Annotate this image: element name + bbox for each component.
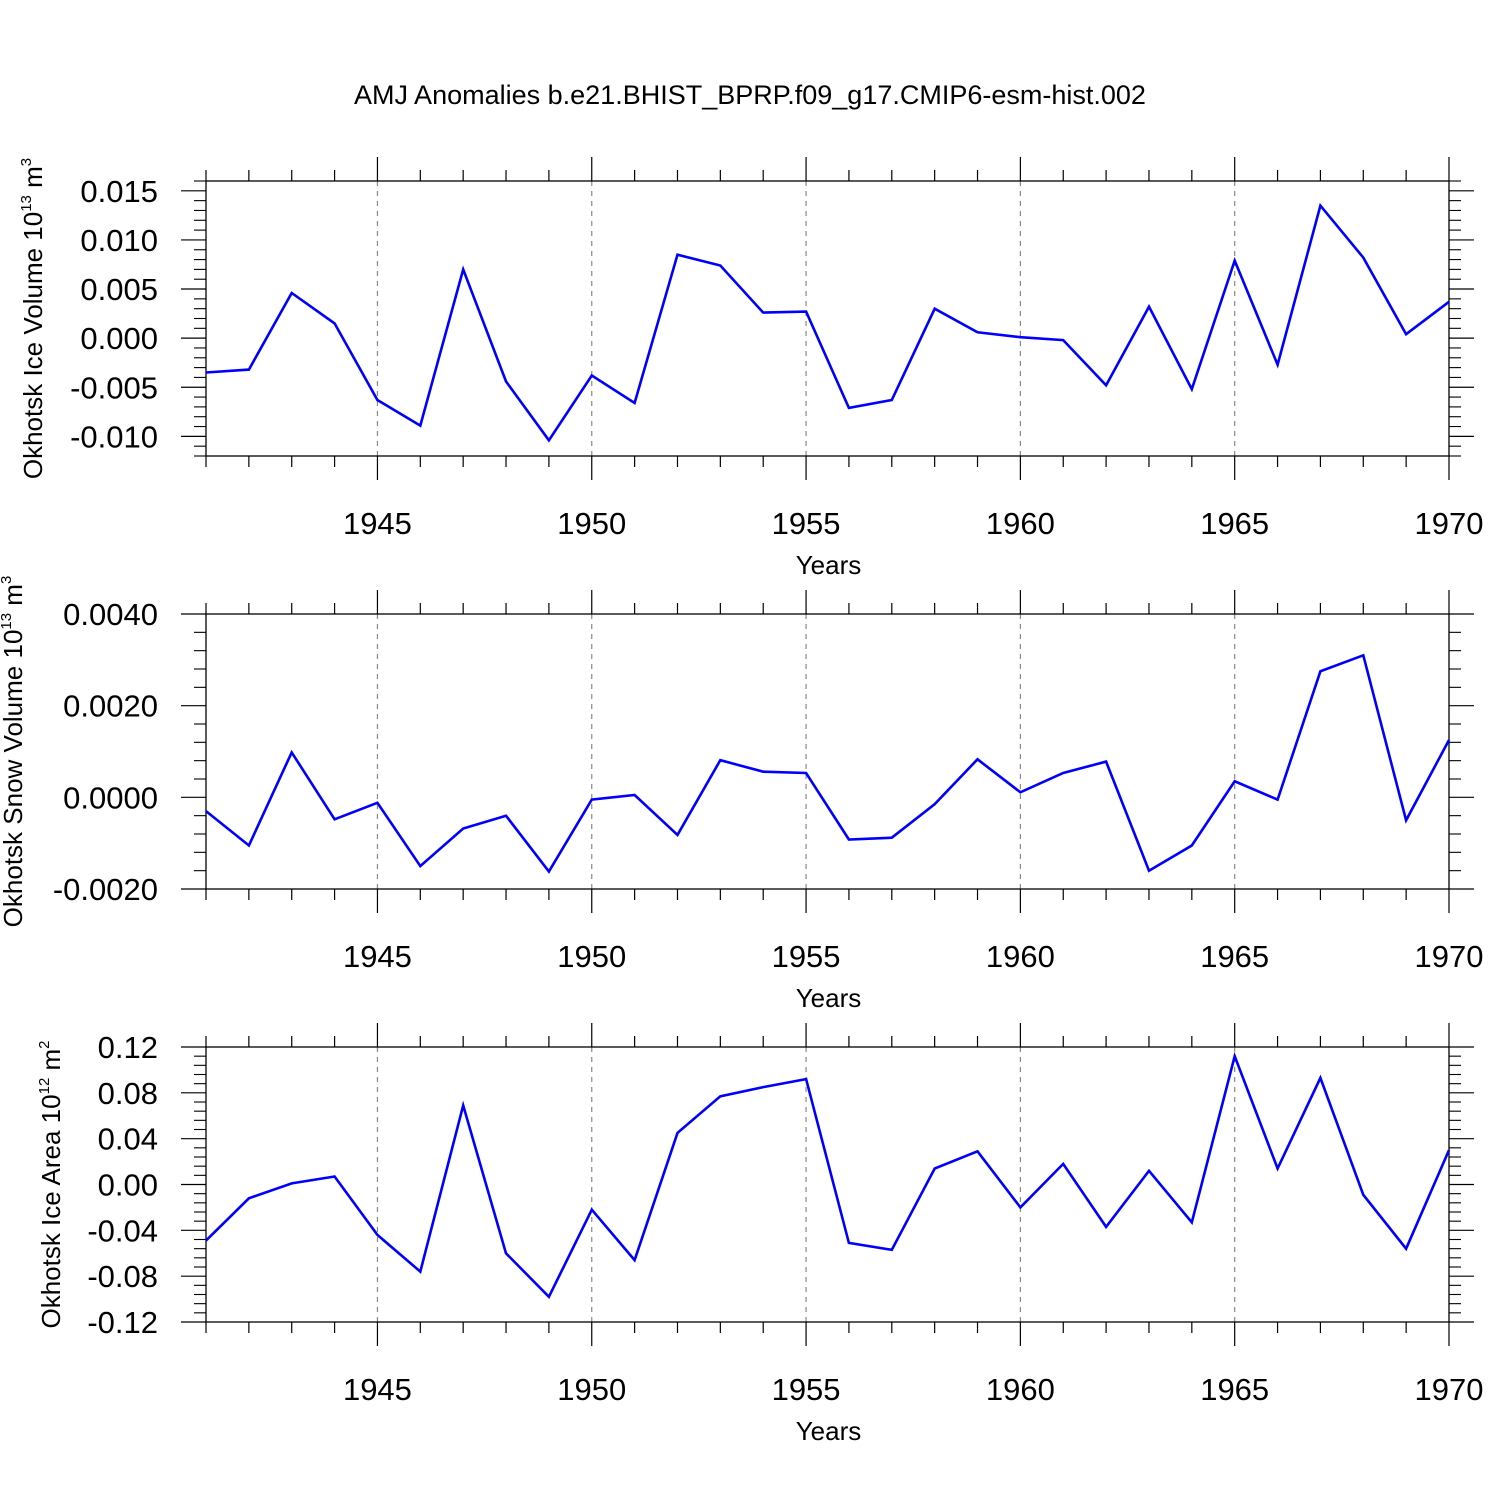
panel-3: -0.12 -0.08 -0.04 0.00 0.04 0.08 0.12 1945 1950 1… <box>36 1023 1483 1446</box>
x-tick-label: 1960 <box>986 1372 1055 1407</box>
x-tick-label: 1945 <box>343 506 412 541</box>
y-tick-label: -0.04 <box>87 1213 158 1248</box>
y-tick-label: -0.0020 <box>53 872 158 907</box>
x-tick-label: 1965 <box>1200 506 1269 541</box>
x-tick-label: 1965 <box>1200 1372 1269 1407</box>
y-axis-title: Okhotsk Ice Volume 1013 m3 <box>18 158 48 479</box>
y-tick-label: 0.015 <box>80 174 158 209</box>
y-tick-label: -0.12 <box>87 1305 158 1340</box>
x-tick-label: 1945 <box>343 939 412 974</box>
y-tick-label: 0.005 <box>80 272 158 307</box>
y-tick-label: 0.010 <box>80 223 158 258</box>
y-tick-label: 0.0020 <box>63 689 158 724</box>
x-tick-label: 1950 <box>557 506 626 541</box>
y-tick-label: -0.08 <box>87 1259 158 1294</box>
y-tick-label: 0.04 <box>98 1122 158 1157</box>
x-tick-label: 1950 <box>557 1372 626 1407</box>
y-tick-label: 0.00 <box>98 1168 158 1203</box>
x-tick-label: 1960 <box>986 939 1055 974</box>
x-axis-title: Years <box>796 550 862 580</box>
x-tick-label: 1955 <box>772 506 841 541</box>
y-tick-label: 0.0040 <box>63 597 158 632</box>
panels: -0.010 -0.005 0.000 0.005 0.010 0.015 1945 1950… <box>0 157 1483 1446</box>
y-axis-title: Okhotsk Ice Area 1012 m2 <box>36 1040 66 1328</box>
y-tick-label: 0.000 <box>80 321 158 356</box>
panel-2: -0.0020 0.0000 0.0020 0.0040 1945 1950 1955 196… <box>0 576 1483 1013</box>
x-tick-label: 1955 <box>772 1372 841 1407</box>
plot-frame <box>205 180 1450 457</box>
figure-title: AMJ Anomalies b.e21.BHIST_BPRP.f09_g17.C… <box>354 80 1146 110</box>
x-tick-label: 1970 <box>1415 506 1484 541</box>
x-tick-label: 1945 <box>343 1372 412 1407</box>
plot-frame <box>205 1046 1450 1323</box>
y-tick-label: -0.010 <box>70 419 158 454</box>
series-line <box>205 1051 1451 1300</box>
x-axis-title: Years <box>796 983 862 1013</box>
y-tick-label: -0.005 <box>70 370 158 405</box>
x-tick-label: 1970 <box>1415 1372 1484 1407</box>
plot-frame <box>205 613 1450 890</box>
y-tick-label: 0.12 <box>98 1030 158 1065</box>
y-axis-title: Okhotsk Snow Volume 1013 m3 <box>0 576 28 928</box>
panel-1: -0.010 -0.005 0.000 0.005 0.010 0.015 1945 1950… <box>18 157 1483 580</box>
x-axis-title: Years <box>796 1416 862 1446</box>
y-tick-label: 0.08 <box>98 1076 158 1111</box>
series-line <box>205 202 1450 443</box>
series-line <box>205 653 1451 874</box>
x-tick-label: 1965 <box>1200 939 1269 974</box>
x-tick-label: 1970 <box>1415 939 1484 974</box>
y-tick-label: 0.0000 <box>63 780 158 815</box>
x-tick-label: 1960 <box>986 506 1055 541</box>
x-tick-label: 1955 <box>772 939 841 974</box>
x-tick-label: 1950 <box>557 939 626 974</box>
